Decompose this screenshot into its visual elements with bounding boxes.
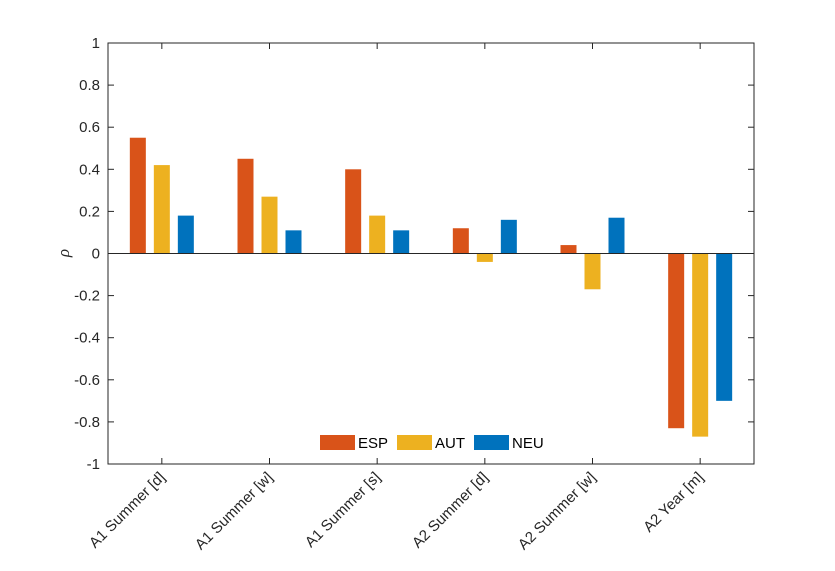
y-tick-label: -0.6 xyxy=(74,372,100,389)
y-tick-label: -0.8 xyxy=(74,414,100,431)
y-tick-label: 0.6 xyxy=(79,119,100,136)
bar-esp xyxy=(129,137,146,254)
bar-aut xyxy=(584,253,601,290)
y-tick-label: 0.8 xyxy=(79,77,100,94)
y-axis-label: ρ xyxy=(54,249,73,258)
bar-aut xyxy=(153,165,170,254)
bar-neu xyxy=(177,215,194,254)
bar-esp xyxy=(237,158,254,254)
bar-esp xyxy=(452,228,469,254)
x-tick-label: A1 Summer [s] xyxy=(302,469,384,551)
bar-neu xyxy=(500,219,517,254)
bar-aut xyxy=(261,196,278,254)
bar-aut xyxy=(476,253,493,262)
bar-aut xyxy=(692,253,709,437)
y-tick-label: -0.2 xyxy=(74,288,100,305)
legend-label-neu: NEU xyxy=(512,435,544,452)
x-tick-label: A1 Summer [w] xyxy=(192,469,277,554)
bar-neu xyxy=(285,230,302,254)
legend-swatch-esp xyxy=(320,435,355,450)
y-tick-label: 1 xyxy=(92,35,100,52)
bar-neu xyxy=(608,217,625,254)
bar-esp xyxy=(345,169,362,254)
legend: ESP AUT NEU xyxy=(320,435,544,452)
y-tick-label: 0.2 xyxy=(79,203,100,220)
y-tick-label: 0.4 xyxy=(79,161,100,178)
legend-label-esp: ESP xyxy=(358,435,388,452)
x-tick-label: A2 Summer [w] xyxy=(515,469,600,554)
bar-esp xyxy=(668,253,685,429)
legend-swatch-neu xyxy=(474,435,509,450)
x-tick-label: A2 Summer [d] xyxy=(409,469,492,552)
bar-neu xyxy=(716,253,733,401)
y-tick-label: 0 xyxy=(92,246,100,263)
y-tick-label: -0.4 xyxy=(74,330,100,347)
bar-esp xyxy=(560,245,577,254)
bars-layer xyxy=(129,137,733,437)
y-tick-label: -1 xyxy=(87,456,100,473)
bar-neu xyxy=(393,230,410,254)
x-tick-label: A1 Summer [d] xyxy=(86,469,169,552)
legend-swatch-aut xyxy=(397,435,432,450)
x-tick-label: A2 Year [m] xyxy=(640,469,707,536)
y-axis: 1 0.8 0.6 0.4 0.2 0 -0.2 -0.4 -0.6 -0.8 -1 xyxy=(74,35,754,473)
bar-aut xyxy=(369,215,386,254)
legend-label-aut: AUT xyxy=(435,435,465,452)
